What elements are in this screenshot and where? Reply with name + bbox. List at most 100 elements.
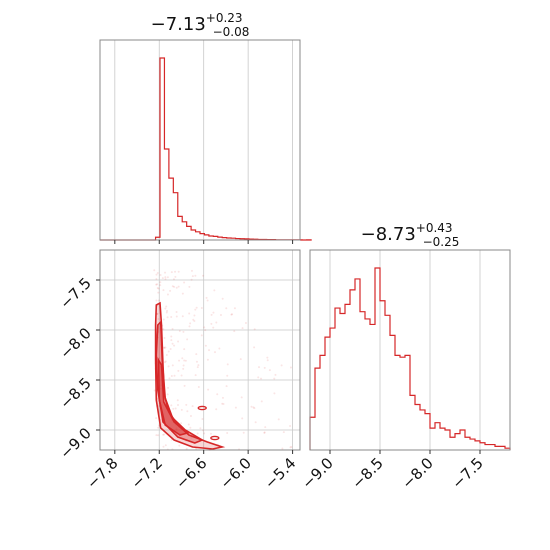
joint-scatter-point	[207, 388, 210, 391]
panel-1-bin	[182, 222, 186, 240]
joint-scatter-point	[234, 406, 237, 409]
panel-1-ticks	[114, 240, 294, 244]
joint-scatter-point	[219, 313, 222, 316]
panel-2-bin	[460, 430, 465, 450]
joint-scatter-point	[162, 328, 165, 331]
joint-scatter-point	[168, 377, 171, 380]
joint-scatter-point	[231, 313, 234, 316]
joint-scatter-point	[196, 432, 199, 435]
joint-scatter-point	[208, 349, 211, 352]
joint-scatter-point	[273, 377, 276, 380]
panel-2-bin	[490, 445, 495, 450]
joint-scatter-point	[268, 369, 271, 372]
joint-scatter-point	[182, 367, 185, 370]
panel-2-bin	[370, 324, 375, 450]
panel-2-bin	[445, 430, 450, 450]
joint-scatter-point	[192, 318, 195, 321]
joint-scatter-point	[274, 373, 277, 376]
panel-2-x-tick-label: −7.5	[448, 454, 486, 492]
panel-2-bin	[430, 428, 435, 450]
panel-2-histogram	[309, 267, 511, 451]
joint-scatter-point	[155, 273, 158, 276]
panel-2-histogram-line	[309, 267, 511, 450]
joint-scatter-point	[221, 297, 224, 300]
panel-2-title-value: −8.73	[361, 224, 416, 245]
panel-2-bin	[335, 308, 340, 450]
joint-x-tick-labels: −7.8 −7.2 −6.6 −6.0 −5.4	[83, 454, 299, 492]
joint-scatter-point	[193, 314, 196, 317]
joint-scatter-point	[155, 278, 158, 281]
joint-scatter-point	[202, 274, 205, 277]
panel-2-bin	[415, 405, 420, 451]
panel-2-bin	[390, 335, 395, 450]
joint-contour-island	[210, 435, 220, 441]
joint-scatter-point	[289, 424, 292, 427]
panel-1-frame	[99, 39, 301, 241]
joint-scatter-point	[165, 305, 168, 308]
panel-2-title: −8.73+0.43 −0.25	[361, 221, 460, 249]
joint-scatter-point	[170, 339, 173, 342]
joint-scatter-point	[252, 406, 255, 409]
joint-scatter-point	[289, 446, 292, 449]
joint-scatter-point	[174, 270, 177, 273]
panel-2-bin	[485, 445, 490, 450]
joint-scatter-point	[206, 358, 209, 361]
joint-scatter-point	[186, 410, 189, 413]
joint-scatter-point	[191, 275, 194, 278]
joint-scatter-point	[263, 366, 266, 369]
joint-scatter-point	[155, 434, 158, 437]
joint-scatter-point	[233, 330, 236, 333]
panel-2-bin	[465, 437, 470, 450]
joint-scatter-point	[175, 315, 178, 318]
joint-scatter-point	[175, 286, 178, 289]
joint-scatter-point	[260, 400, 263, 403]
panel-1-histogram	[100, 57, 312, 241]
joint-scatter-point	[178, 330, 181, 333]
joint-scatter-point	[193, 319, 196, 322]
joint-scatter-point	[189, 322, 192, 325]
joint-y-tick-label: −8.5	[56, 374, 94, 412]
joint-scatter-point	[167, 350, 170, 353]
joint-scatter-point	[163, 347, 166, 350]
joint-scatter-point	[289, 366, 292, 369]
joint-scatter-point	[213, 289, 216, 292]
panel-2-bin	[375, 268, 380, 450]
joint-scatter-point	[157, 291, 160, 294]
joint-scatter-point	[178, 359, 181, 362]
joint-scatter-point	[171, 342, 174, 345]
joint-contour	[154, 301, 226, 450]
joint-scatter-point	[218, 347, 221, 350]
panel-1-bin	[209, 236, 213, 240]
joint-scatter-point	[189, 426, 192, 429]
panel-1-bin	[196, 232, 200, 240]
joint-scatter-point	[221, 402, 224, 405]
panel-1-title-minus: −0.08	[213, 25, 250, 39]
joint-scatter-point	[222, 403, 225, 406]
joint-y-tick-label: −8.0	[56, 324, 94, 362]
panel-2-bin	[435, 423, 440, 450]
joint-scatter-point	[169, 289, 172, 292]
marginal-panel-2: −9.0 −8.5 −8.0 −7.5 −8.73+0.43 −0.25	[298, 221, 511, 493]
panel-2-bin	[425, 414, 430, 450]
joint-scatter-point	[169, 347, 172, 350]
panel-2-x-tick-label: −8.5	[348, 454, 386, 492]
joint-scatter-point	[210, 322, 213, 325]
joint-scatter-point	[183, 359, 186, 362]
panel-1-bin	[187, 226, 191, 240]
joint-scatter-point	[197, 386, 200, 389]
joint-scatter-point	[290, 445, 293, 448]
joint-x-tick-label: −7.2	[128, 454, 166, 492]
joint-scatter-point	[174, 407, 177, 410]
joint-scatter-point	[195, 306, 198, 309]
joint-gridlines	[100, 250, 300, 450]
joint-scatter-point	[202, 429, 205, 432]
joint-scatter-point	[200, 307, 203, 310]
joint-ticks	[96, 279, 294, 454]
joint-scatter-point	[264, 426, 267, 429]
joint-scatter-point	[215, 408, 218, 411]
joint-scatter-point	[191, 405, 194, 408]
joint-scatter-point	[266, 356, 269, 359]
joint-scatter-point	[155, 417, 158, 420]
joint-scatter-point	[166, 309, 169, 312]
